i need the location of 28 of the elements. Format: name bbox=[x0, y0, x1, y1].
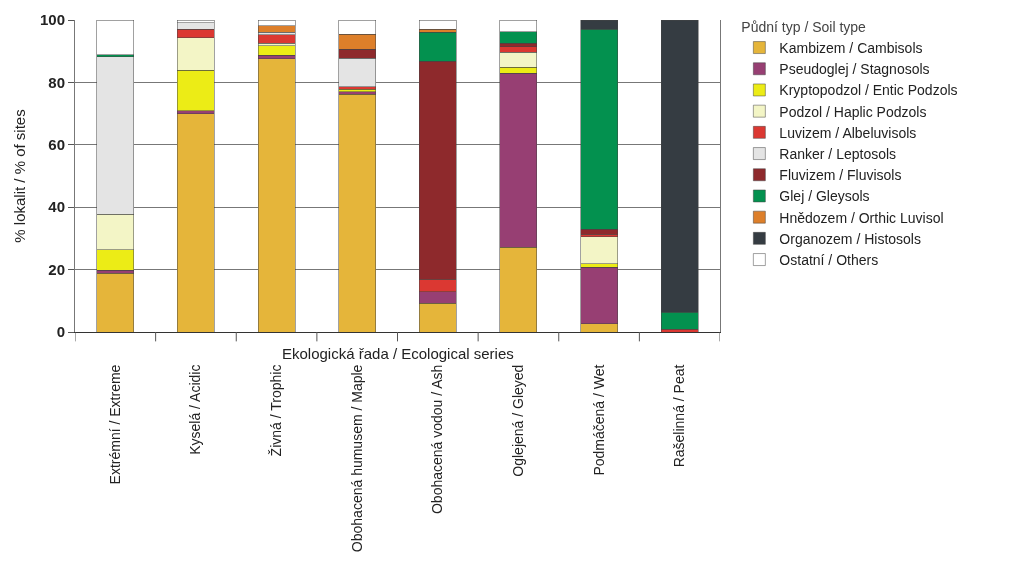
legend-label: Kambizem / Cambisols bbox=[779, 40, 923, 57]
y-tick-label: 80 bbox=[48, 73, 65, 91]
legend-label: Luvizem / Albeluvisols bbox=[779, 124, 917, 141]
y-tick-label: 0 bbox=[56, 323, 65, 341]
x-tick-label: Extrémní / Extreme bbox=[106, 364, 123, 485]
legend-label: Kryptopodzol / Entic Podzols bbox=[779, 82, 958, 99]
y-tick-label: 20 bbox=[48, 260, 65, 278]
y-axis-title: % lokalit / % of sites bbox=[11, 109, 29, 243]
x-tick-label: Obohacená humusem / Maple bbox=[348, 364, 365, 553]
x-tick-label: Podmáčená / Wet bbox=[590, 364, 607, 476]
x-tick-label: Živná / Trophic bbox=[268, 364, 285, 457]
x-axis-title: Ekologická řada / Ecological series bbox=[282, 345, 514, 362]
legend-label: Hnědozem / Orthic Luvisol bbox=[779, 209, 944, 226]
legend-title: Půdní typ / Soil type bbox=[741, 18, 867, 35]
legend-label: Ranker / Leptosols bbox=[779, 146, 897, 163]
y-tick-label: 40 bbox=[48, 198, 65, 216]
legend-label: Organozem / Histosols bbox=[779, 230, 921, 247]
x-tick-label: Oglejená / Gleyed bbox=[509, 364, 526, 477]
legend-label: Podzol / Haplic Podzols bbox=[779, 103, 927, 120]
legend-label: Glej / Gleysols bbox=[779, 188, 870, 205]
x-tick-label: Rašelinná / Peat bbox=[671, 364, 688, 468]
y-tick-label: 60 bbox=[48, 136, 65, 154]
x-tick-label: Obohacená vodou / Ash bbox=[429, 364, 446, 515]
legend-label: Pseudoglej / Stagnosols bbox=[779, 61, 930, 78]
x-tick-label: Kyselá / Acidic bbox=[187, 364, 204, 455]
legend-label: Fluvizem / Fluvisols bbox=[779, 167, 902, 184]
y-tick-label: 100 bbox=[39, 11, 65, 29]
legend-label: Ostatní / Others bbox=[779, 252, 879, 269]
